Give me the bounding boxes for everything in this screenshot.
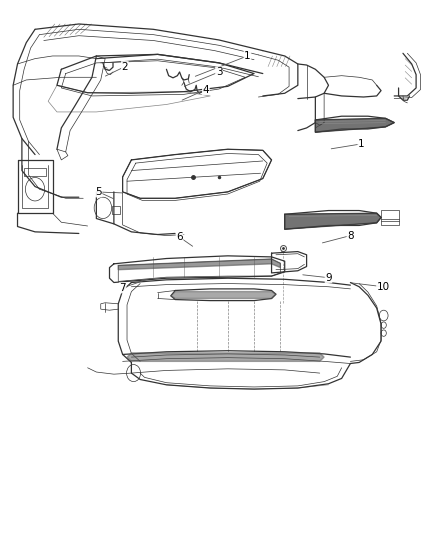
- Text: 2: 2: [121, 62, 128, 71]
- Text: 9: 9: [325, 273, 332, 282]
- Bar: [24, 168, 46, 176]
- Polygon shape: [127, 353, 324, 361]
- Bar: [112, 206, 120, 214]
- Text: 10: 10: [377, 282, 390, 292]
- Text: 1: 1: [244, 51, 251, 61]
- Text: 4: 4: [202, 85, 209, 94]
- Polygon shape: [315, 118, 394, 132]
- Bar: [381, 210, 399, 225]
- Polygon shape: [118, 259, 280, 270]
- Polygon shape: [171, 292, 276, 298]
- Polygon shape: [285, 213, 381, 229]
- Text: 6: 6: [176, 232, 183, 242]
- Text: 5: 5: [95, 187, 102, 197]
- Text: 1: 1: [358, 139, 365, 149]
- Text: 7: 7: [119, 283, 126, 293]
- Text: 8: 8: [347, 231, 354, 240]
- Text: 3: 3: [215, 67, 223, 77]
